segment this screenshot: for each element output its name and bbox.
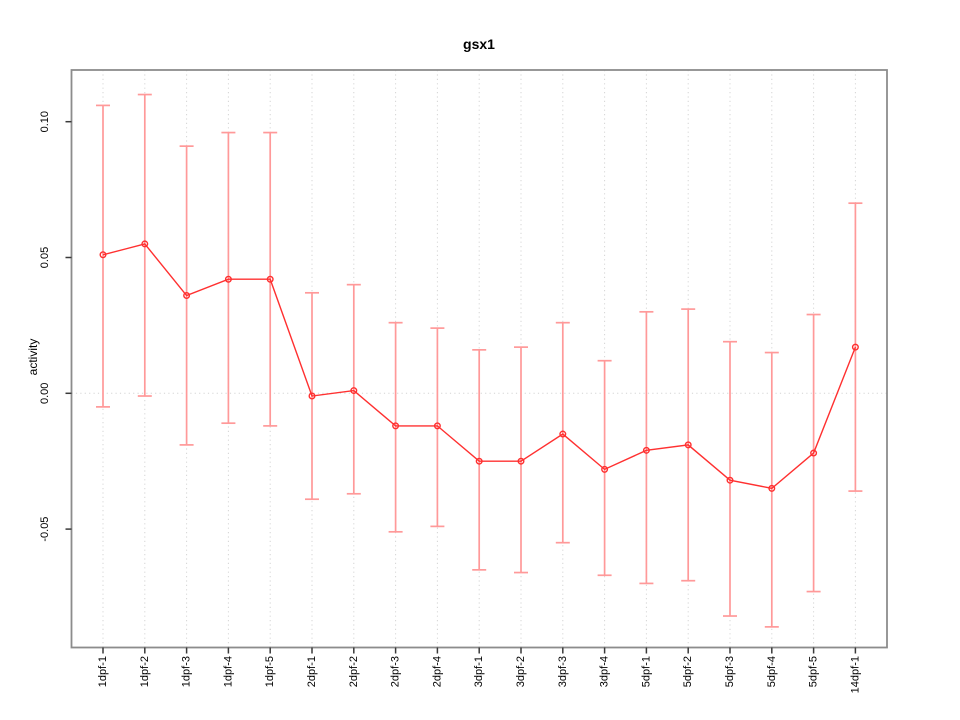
x-tick-label: 3dpf-1	[473, 656, 485, 687]
series-line	[102, 243, 857, 490]
x-tick-label: 5dpf-2	[682, 656, 694, 687]
y-tick-label: -0.05	[39, 517, 51, 542]
x-tick-label: 2dpf-4	[431, 656, 443, 687]
data-point	[308, 392, 316, 400]
y-tick-label: 0.00	[39, 383, 51, 404]
data-point	[183, 292, 191, 300]
data-point	[475, 457, 483, 465]
data-point	[810, 449, 818, 457]
x-tick-label: 14dpf-1	[849, 656, 861, 693]
y-axis-label: activity	[26, 338, 40, 376]
data-point	[851, 343, 859, 351]
data-point	[141, 240, 149, 248]
x-tick-label: 1dpf-1	[97, 656, 109, 687]
data-point	[99, 251, 107, 259]
data-point	[266, 275, 274, 283]
x-tick-label: 3dpf-2	[515, 656, 527, 687]
x-tick-label: 5dpf-3	[724, 656, 736, 687]
data-point	[517, 457, 525, 465]
x-tick-label: 3dpf-3	[557, 656, 569, 687]
y-tick-label: 0.05	[39, 247, 51, 268]
data-point	[684, 441, 692, 449]
data-point	[726, 476, 734, 484]
x-tick-label: 1dpf-4	[222, 656, 234, 687]
data-point	[224, 275, 232, 283]
x-tick-label: 2dpf-2	[348, 656, 360, 687]
data-point	[350, 387, 358, 395]
x-tick-label: 2dpf-3	[390, 656, 402, 687]
x-tick-label: 5dpf-1	[640, 656, 652, 687]
data-point	[642, 446, 650, 454]
data-point	[433, 422, 441, 430]
y-tick-label: 0.10	[39, 111, 51, 132]
data-point	[601, 465, 609, 473]
x-tick-label: 3dpf-4	[599, 656, 611, 687]
x-tick-label: 1dpf-5	[264, 656, 276, 687]
data-point	[559, 430, 567, 438]
plot-title: gsx1	[463, 36, 495, 52]
data-point	[768, 484, 776, 492]
data-point	[392, 422, 400, 430]
x-tick-label: 1dpf-3	[181, 656, 193, 687]
x-tick-label: 1dpf-2	[139, 656, 151, 687]
x-tick-label: 5dpf-5	[808, 656, 820, 687]
x-tick-label: 5dpf-4	[766, 656, 778, 687]
x-tick-label: 2dpf-1	[306, 656, 318, 687]
